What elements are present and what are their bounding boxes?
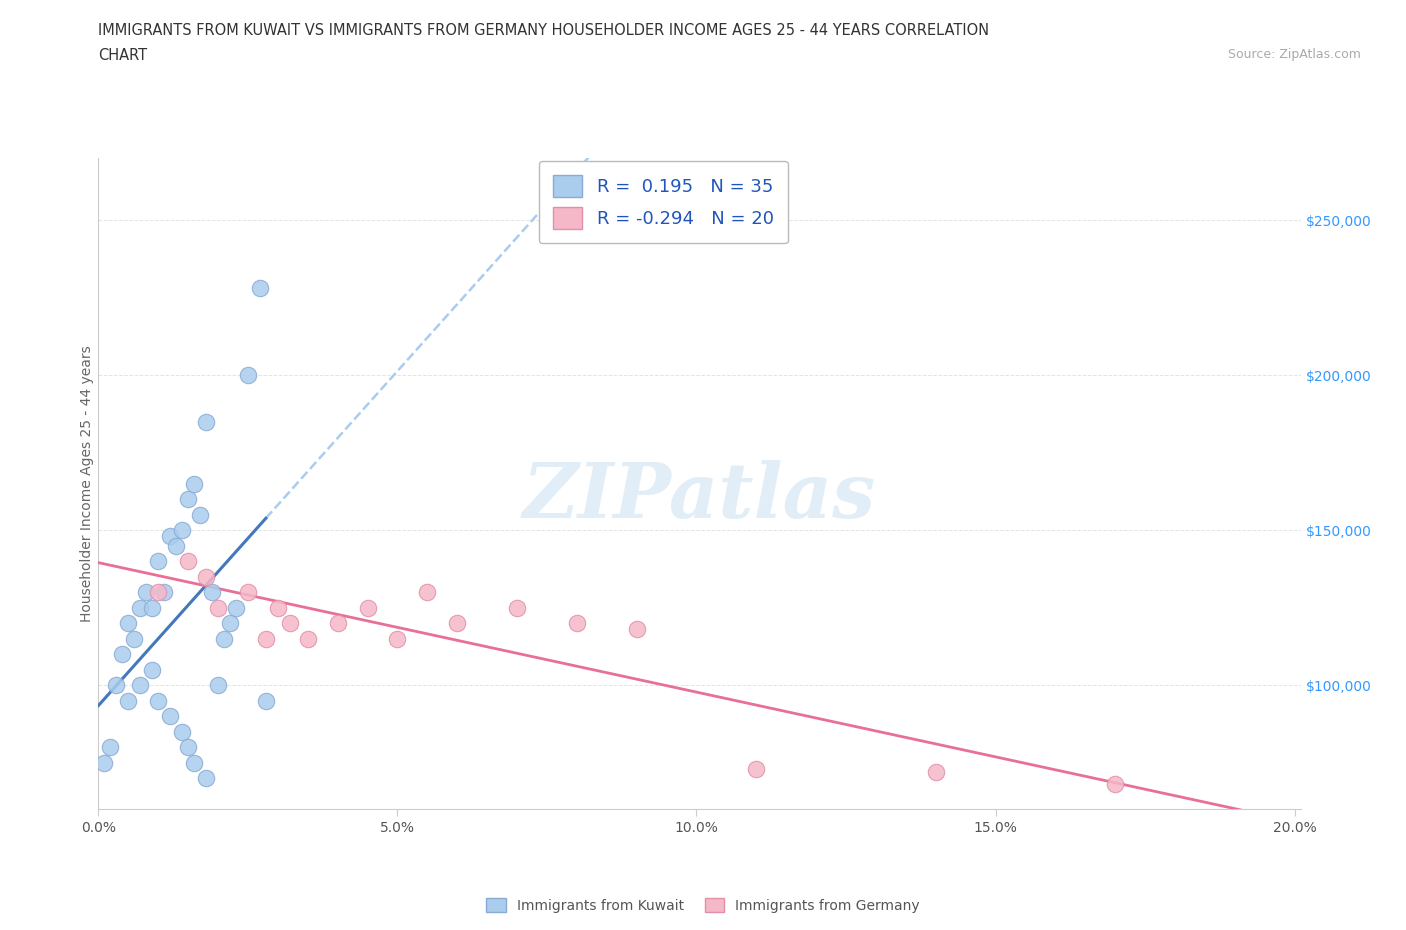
Legend: Immigrants from Kuwait, Immigrants from Germany: Immigrants from Kuwait, Immigrants from … <box>481 893 925 919</box>
Point <box>117 616 139 631</box>
Point <box>207 678 229 693</box>
Point <box>135 585 157 600</box>
Point <box>165 538 187 553</box>
Y-axis label: Householder Income Ages 25 - 44 years: Householder Income Ages 25 - 44 years <box>80 345 94 622</box>
Point <box>93 755 115 770</box>
Point <box>177 739 200 754</box>
Point <box>278 616 301 631</box>
Point <box>446 616 468 631</box>
Point <box>172 523 194 538</box>
Point <box>111 646 134 661</box>
Point <box>249 281 271 296</box>
Point <box>177 492 200 507</box>
Point <box>326 616 349 631</box>
Point <box>183 476 205 491</box>
Text: ZIPatlas: ZIPatlas <box>523 459 876 534</box>
Point <box>745 762 768 777</box>
Point <box>356 600 378 615</box>
Point <box>148 553 170 568</box>
Point <box>188 507 211 522</box>
Point <box>117 693 139 708</box>
Text: IMMIGRANTS FROM KUWAIT VS IMMIGRANTS FROM GERMANY HOUSEHOLDER INCOME AGES 25 - 4: IMMIGRANTS FROM KUWAIT VS IMMIGRANTS FRO… <box>98 23 990 38</box>
Point <box>129 678 152 693</box>
Point <box>159 529 181 544</box>
Point <box>195 771 218 786</box>
Point <box>212 631 235 646</box>
Point <box>565 616 588 631</box>
Point <box>219 616 242 631</box>
Text: Source: ZipAtlas.com: Source: ZipAtlas.com <box>1227 48 1361 61</box>
Point <box>254 631 277 646</box>
Point <box>195 414 218 429</box>
Point <box>105 678 128 693</box>
Point <box>172 724 194 739</box>
Point <box>153 585 176 600</box>
Point <box>207 600 229 615</box>
Point <box>416 585 439 600</box>
Legend: R =  0.195   N = 35, R = -0.294   N = 20: R = 0.195 N = 35, R = -0.294 N = 20 <box>538 161 787 244</box>
Point <box>177 553 200 568</box>
Point <box>100 739 122 754</box>
Point <box>195 569 218 584</box>
Point <box>267 600 290 615</box>
Point <box>183 755 205 770</box>
Point <box>148 693 170 708</box>
Point <box>506 600 529 615</box>
Point <box>1104 777 1126 791</box>
Point <box>225 600 247 615</box>
Point <box>141 600 163 615</box>
Point <box>925 764 948 779</box>
Point <box>236 367 259 382</box>
Point <box>236 585 259 600</box>
Point <box>148 585 170 600</box>
Point <box>124 631 146 646</box>
Point <box>254 693 277 708</box>
Text: CHART: CHART <box>98 48 148 63</box>
Point <box>141 662 163 677</box>
Point <box>129 600 152 615</box>
Point <box>387 631 409 646</box>
Point <box>201 585 224 600</box>
Point <box>626 622 648 637</box>
Point <box>159 709 181 724</box>
Point <box>297 631 319 646</box>
